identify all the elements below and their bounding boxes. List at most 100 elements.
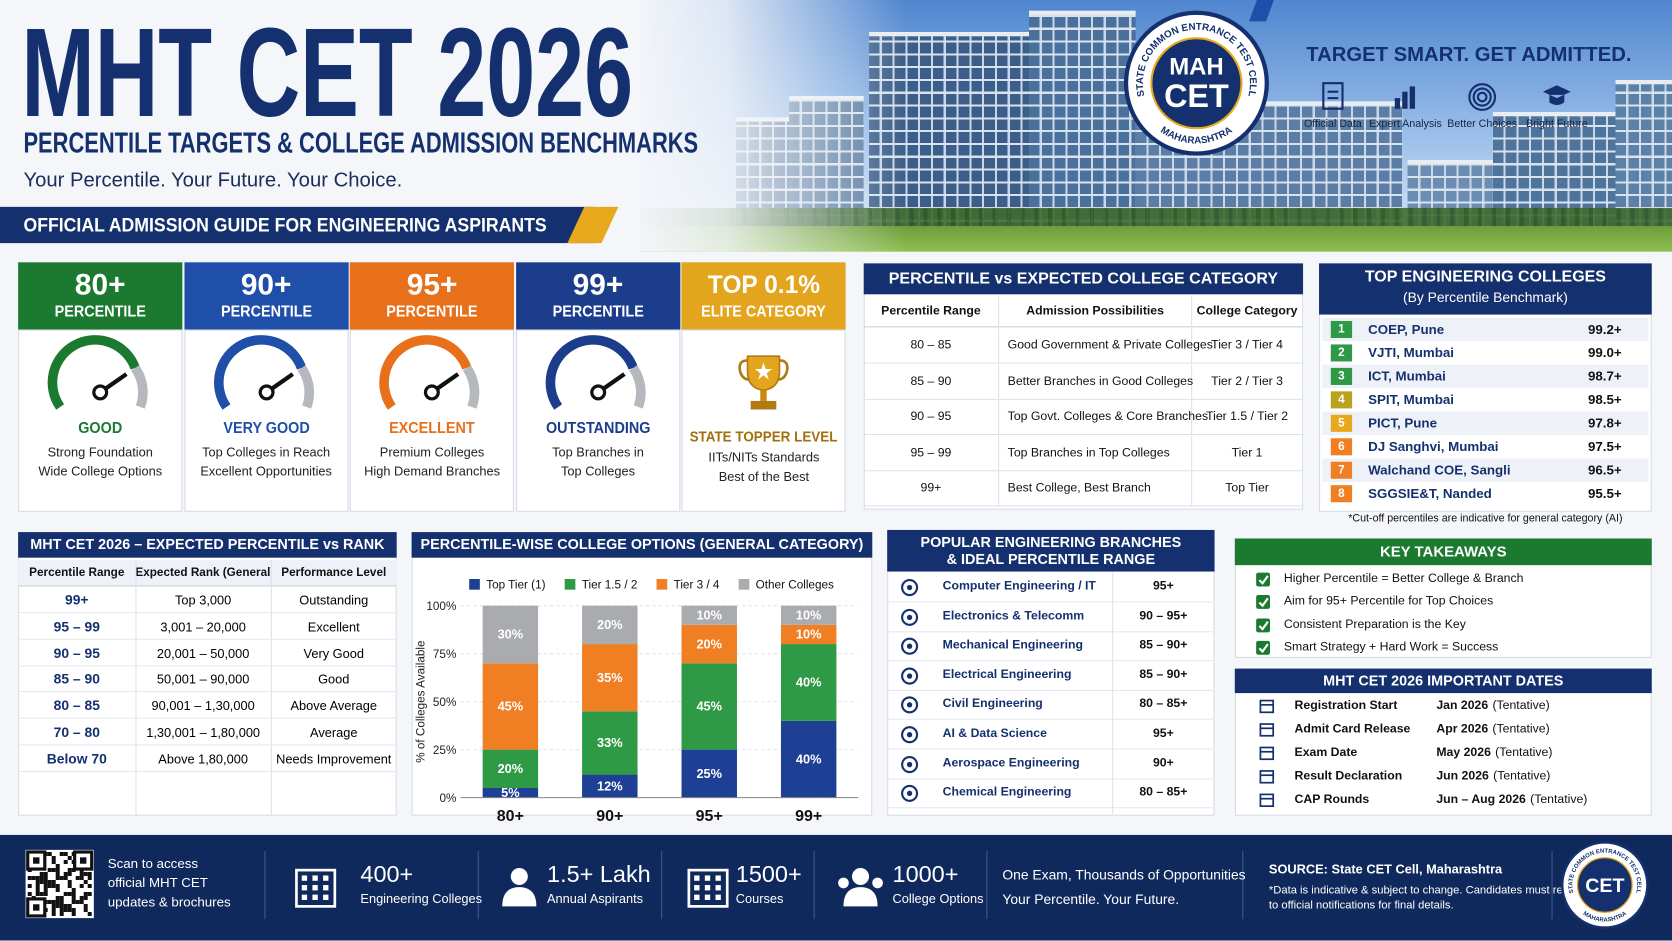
table-cell: Tier 3 / Tier 4: [1192, 328, 1304, 364]
footer-divider: [1551, 850, 1553, 920]
branch-icon: [901, 608, 919, 626]
icon: [704, 875, 711, 881]
qr-cell: [47, 883, 52, 888]
icon: [301, 894, 308, 900]
branch-range: 80 – 85+: [1139, 786, 1188, 799]
tier-value: 99+: [572, 267, 624, 301]
date-icon: [1259, 723, 1275, 737]
building: [1029, 10, 1136, 235]
qr-cell: [51, 867, 56, 872]
qr-cell: [67, 883, 72, 888]
gauge-hub: [589, 384, 606, 401]
qr-cell: [71, 891, 76, 896]
tier-body: [18, 329, 183, 512]
row-bg: [1322, 388, 1649, 412]
icon: [1259, 746, 1275, 761]
table-cell: Best College, Best Branch: [999, 471, 1193, 507]
college-cutoff: 98.7+: [1587, 368, 1622, 384]
logo-group: STATE COMMON ENTRANCE TEST CELLMAHARASHT…: [1123, 10, 1269, 156]
tier-body: [349, 329, 515, 512]
tier-label: PERCENTILE: [386, 302, 478, 321]
qr-cell: [71, 907, 76, 912]
check-icon: [1256, 641, 1270, 655]
table-cell: 80 – 85: [863, 328, 1000, 364]
qr-cell: [43, 887, 48, 892]
qr-cell: [79, 899, 84, 904]
footer-divider: [661, 850, 663, 920]
qr-cell: [55, 883, 60, 888]
icon: [312, 875, 318, 881]
gauge-hub: [258, 384, 275, 401]
qr-cell: [51, 899, 56, 904]
table-cell: 95 – 99: [863, 435, 1000, 472]
qr-cell: [27, 883, 32, 888]
tier-header: [515, 262, 681, 330]
icon: [1322, 82, 1344, 110]
row-line: [887, 660, 1215, 662]
icon: [906, 584, 913, 591]
banner-text: OFFICIAL ADMISSION GUIDE FOR ENGINEERING…: [23, 214, 547, 236]
icon: [502, 887, 537, 907]
qr-cell: [51, 879, 56, 884]
qr-cell: [83, 891, 88, 896]
branch-icon: [901, 667, 919, 685]
footer-message: One Exam, Thousands of Opportunities: [1002, 866, 1246, 883]
qr-cell: [55, 887, 60, 892]
table-cell: Excellent: [270, 614, 397, 640]
qr-cell: [51, 903, 56, 908]
qr-cell: [55, 903, 60, 908]
qr-cell: [83, 879, 88, 884]
qr-cell: [59, 911, 64, 916]
table-cell: 90,001 – 1,30,000: [135, 693, 271, 719]
icon: [1409, 86, 1416, 109]
qr-cell: [63, 851, 68, 856]
takeaway: Aim for 95+ Percentile for Top Choices: [1283, 595, 1494, 609]
column-header: Admission Possibilities: [999, 296, 1193, 328]
gauge-arc: [47, 335, 140, 410]
stat-label: College Options: [892, 891, 984, 907]
date-note: (Tentative): [1493, 769, 1551, 783]
row-line: [887, 777, 1215, 780]
tier-header: [184, 262, 349, 330]
stat-icon: [502, 867, 537, 907]
date-month: Jun 2026: [1436, 769, 1489, 783]
chart-title: PERCENTILE-WISE COLLEGE OPTIONS (GENERAL…: [411, 532, 873, 558]
branch-name: AI & Data Science: [942, 727, 1047, 741]
feature-label: Better Choices: [1447, 118, 1518, 131]
footer-source: SOURCE: State CET Cell, Maharashtra: [1268, 861, 1503, 877]
table-cell: 85 – 90: [863, 364, 1000, 400]
qr-cell: [55, 899, 60, 904]
qr-cell: [51, 855, 56, 860]
stat-icon: [838, 867, 883, 907]
college-cutoff: 98.5+: [1587, 392, 1622, 408]
tagline: Your Percentile. Your Future. Your Choic…: [23, 169, 403, 192]
icon: [510, 867, 528, 886]
qr-cell: [35, 887, 40, 892]
icon: [704, 885, 711, 891]
qr-cell: [67, 891, 72, 896]
qr-cell: [55, 867, 60, 872]
column-header: Percentile Range: [18, 559, 136, 587]
tier-rating: VERY GOOD: [222, 419, 310, 438]
check-mark: [1258, 598, 1269, 608]
footer-divider: [986, 850, 988, 920]
takeaway: Smart Strategy + Hard Work = Success: [1283, 641, 1499, 654]
rank-badge: 4: [1330, 391, 1353, 409]
icon: [843, 887, 878, 907]
footer-divider: [1242, 850, 1244, 920]
logo-center: CET: [1585, 875, 1624, 897]
gauge: [379, 335, 480, 410]
stat-value: 1500+: [735, 860, 802, 888]
qr-cell: [51, 883, 56, 888]
table-cell: Average: [270, 720, 397, 746]
qr-finder: [33, 857, 40, 864]
qr-finder: [79, 857, 87, 864]
icon: [901, 608, 919, 626]
icon: [323, 894, 329, 900]
qr-cell: [35, 883, 40, 888]
logo-line2: CET: [1164, 78, 1229, 114]
branch-range: 80 – 85+: [1139, 697, 1188, 711]
check-box: [1256, 572, 1270, 587]
table-cell: Top Govt. Colleges & Core Branches: [999, 400, 1208, 436]
qr-cell: [39, 879, 44, 884]
